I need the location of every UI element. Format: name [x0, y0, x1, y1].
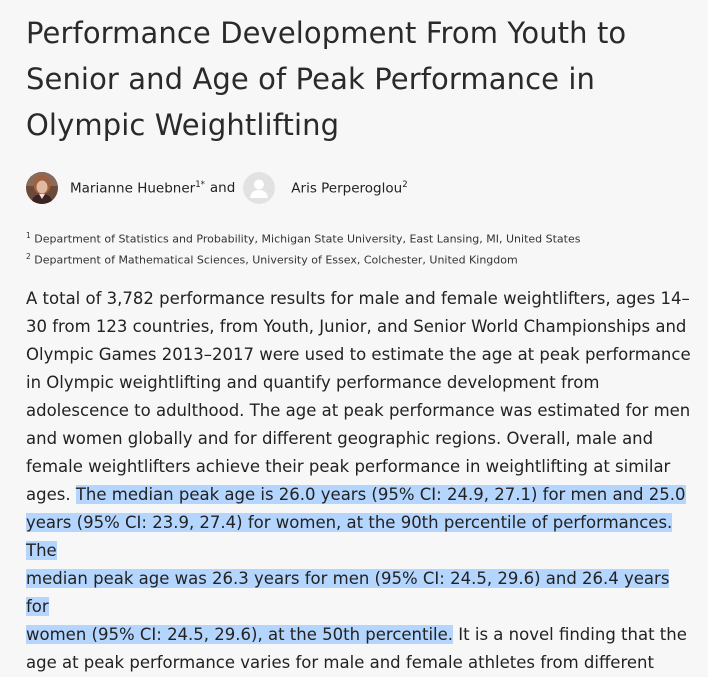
author1-affiliation-mark: 1*	[195, 179, 205, 190]
selected-text[interactable]: The median peak age is 26.0 years (95% C…	[75, 485, 686, 504]
title-line-1: Performance Development From Youth to	[26, 16, 627, 50]
abstract-line: A total of 3,782 performance results for…	[26, 289, 690, 308]
author-avatar-placeholder-icon[interactable]	[243, 172, 276, 204]
abstract-line: age at peak performance varies for male …	[26, 653, 654, 672]
author2-affiliation-mark: 2	[402, 179, 408, 190]
affiliations: 1 Department of Statistics and Probabili…	[26, 227, 580, 268]
abstract-line: Olympic Games 2013–2017 were used to est…	[26, 345, 691, 364]
abstract-line: It is a novel finding that the	[453, 625, 687, 644]
affiliation-1: 1 Department of Statistics and Probabili…	[26, 231, 581, 246]
abstract-line: and women globally and for different geo…	[26, 429, 654, 448]
abstract-line: ages.	[26, 485, 76, 504]
affiliation-2: 2 Department of Mathematical Sciences, U…	[26, 251, 518, 267]
abstract-line: in Olympic weightlifting and quantify pe…	[26, 373, 600, 392]
article-page: Performance Development From Youth to Se…	[26, 10, 691, 672]
title-line-3: Olympic Weightlifting	[26, 108, 340, 142]
abstract-line: adolescence to adulthood. The age at pea…	[26, 401, 691, 420]
author-name-huebner[interactable]: Marianne Huebner1*	[70, 179, 205, 197]
author-list: Marianne Huebner1* and Aris Perperoglou2	[26, 170, 408, 206]
title-line-2: Senior and Age of Peak Performance in	[26, 62, 596, 96]
author-conjunction: and	[209, 180, 236, 196]
selected-text[interactable]: median peak age was 26.3 years for men (…	[26, 569, 670, 616]
selected-text[interactable]: women (95% CI: 24.5, 29.6), at the 50th …	[26, 625, 454, 644]
article-title: Performance Development From Youth to Se…	[26, 10, 686, 148]
abstract-text: A total of 3,782 performance results for…	[26, 285, 694, 677]
abstract-line: female weightlifters achieve their peak …	[26, 457, 671, 476]
abstract-line: 30 from 123 countries, from Youth, Junio…	[26, 317, 687, 336]
author-name-perperoglou[interactable]: Aris Perperoglou2	[291, 179, 408, 197]
selected-text[interactable]: years (95% CI: 23.9, 27.4) for women, at…	[26, 513, 673, 560]
author-avatar-huebner[interactable]	[26, 172, 58, 204]
